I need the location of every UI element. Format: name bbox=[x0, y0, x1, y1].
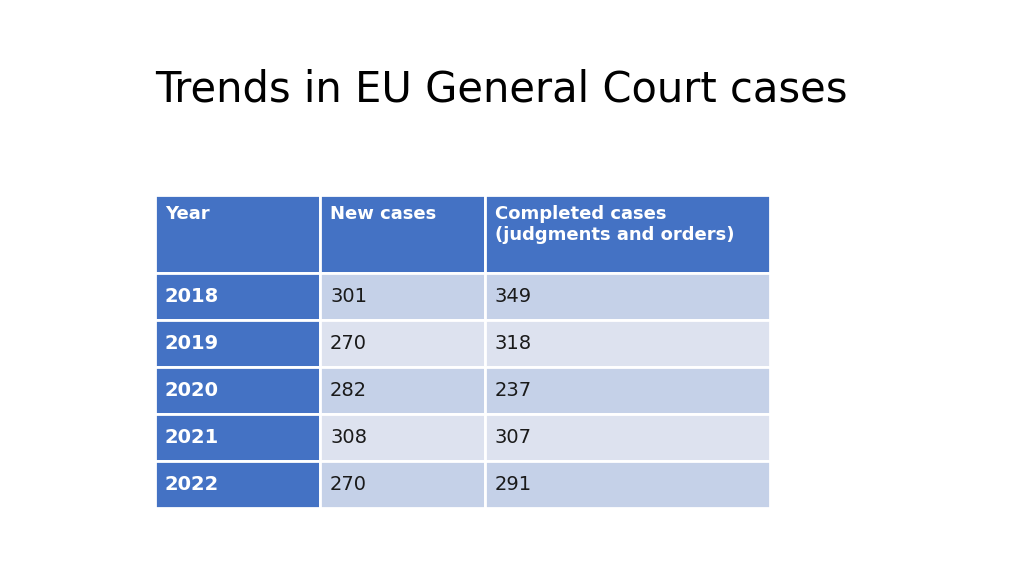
Bar bbox=[155, 320, 319, 367]
Text: 301: 301 bbox=[330, 287, 367, 306]
Bar bbox=[319, 367, 485, 414]
Text: Year: Year bbox=[165, 205, 210, 223]
Text: Trends in EU General Court cases: Trends in EU General Court cases bbox=[155, 68, 848, 110]
Bar bbox=[485, 195, 770, 273]
Text: 270: 270 bbox=[330, 334, 367, 353]
Bar bbox=[155, 195, 319, 273]
Bar bbox=[485, 320, 770, 367]
Bar bbox=[155, 414, 319, 461]
Bar bbox=[319, 461, 485, 508]
Text: 291: 291 bbox=[495, 475, 532, 494]
Text: 2022: 2022 bbox=[165, 475, 219, 494]
Bar bbox=[319, 273, 485, 320]
Text: 237: 237 bbox=[495, 381, 532, 400]
Bar bbox=[155, 273, 319, 320]
Text: 307: 307 bbox=[495, 428, 532, 447]
Text: 2020: 2020 bbox=[165, 381, 219, 400]
Bar bbox=[319, 320, 485, 367]
Bar bbox=[485, 461, 770, 508]
Text: Completed cases
(judgments and orders): Completed cases (judgments and orders) bbox=[495, 205, 734, 244]
Bar bbox=[485, 414, 770, 461]
Bar bbox=[319, 195, 485, 273]
Text: 308: 308 bbox=[330, 428, 367, 447]
Text: 2021: 2021 bbox=[165, 428, 219, 447]
Bar bbox=[485, 367, 770, 414]
Bar bbox=[319, 414, 485, 461]
Text: 270: 270 bbox=[330, 475, 367, 494]
Text: 2018: 2018 bbox=[165, 287, 219, 306]
Text: 318: 318 bbox=[495, 334, 532, 353]
Bar bbox=[155, 367, 319, 414]
Text: 282: 282 bbox=[330, 381, 368, 400]
Text: 2019: 2019 bbox=[165, 334, 219, 353]
Text: New cases: New cases bbox=[330, 205, 436, 223]
Bar bbox=[155, 461, 319, 508]
Text: 349: 349 bbox=[495, 287, 532, 306]
Bar bbox=[485, 273, 770, 320]
